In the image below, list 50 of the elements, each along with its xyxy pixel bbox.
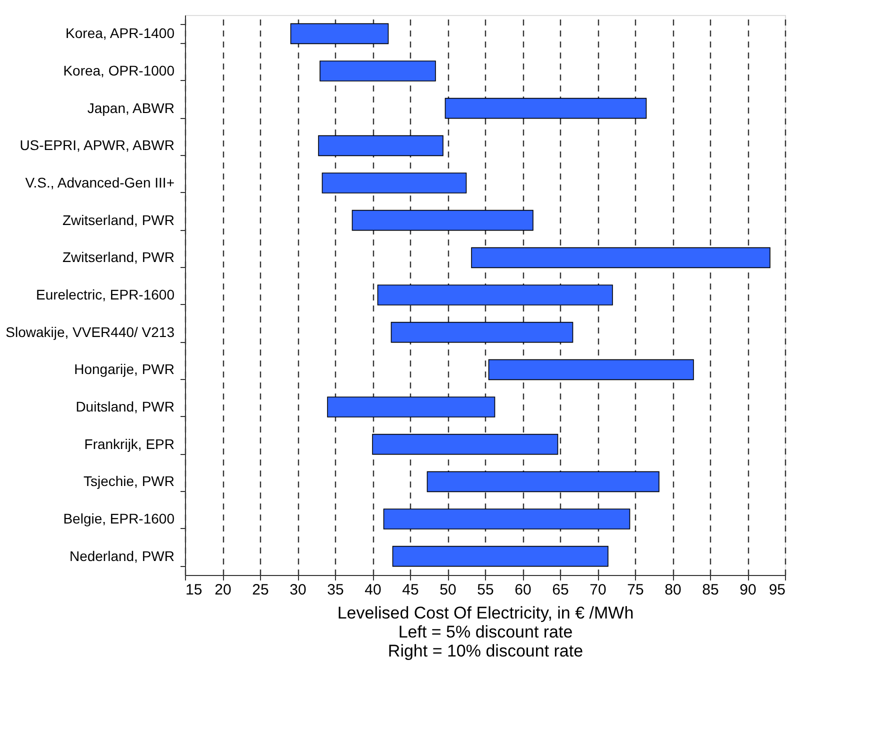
x-tick-label: 65 <box>552 582 569 598</box>
y-tick-label: Slowakije, VVER440/ V213 <box>6 324 175 340</box>
x-tick-label: 55 <box>477 582 494 598</box>
bar <box>488 359 694 380</box>
bar <box>392 546 608 567</box>
x-tick-label: 25 <box>252 582 269 598</box>
y-tick-label: Korea, APR-1400 <box>66 25 175 42</box>
x-tick-label: 30 <box>290 582 306 598</box>
y-tick-label: Eurelectric, EPR-1600 <box>36 286 175 302</box>
x-tick-label: 70 <box>590 582 606 598</box>
y-tick-label: Tsjechie, PWR <box>83 473 174 490</box>
bar <box>372 434 558 455</box>
bar <box>320 60 436 82</box>
bar <box>290 23 389 44</box>
bar <box>352 210 534 231</box>
bar <box>444 98 647 119</box>
x-tick-label: 95 <box>768 582 786 598</box>
x-tick-label: 80 <box>664 582 682 598</box>
x-axis-title: Levelised Cost Of Electricity, in € /MWh <box>337 604 634 622</box>
y-tick-label: Korea, OPR-1000 <box>63 62 175 78</box>
x-tick-label: 20 <box>214 582 232 598</box>
bar <box>322 172 467 194</box>
y-tick-label: Zwitserland, PWR <box>62 249 174 266</box>
x-tick-label: 15 <box>186 582 202 598</box>
y-tick-label: US-EPRI, APWR, ABWR <box>20 137 174 154</box>
bar <box>383 508 630 530</box>
x-tick-label: 50 <box>440 582 456 598</box>
x-tick-label: 90 <box>740 582 756 598</box>
x-tick-label: 40 <box>364 582 382 598</box>
text: Right = 10% discount rate <box>388 642 584 660</box>
y-tick-label: V.S., Advanced-Gen III+ <box>25 174 174 190</box>
y-tick-label: Japan, ABWR <box>87 100 174 116</box>
x-tick-label: 75 <box>627 582 644 598</box>
y-tick-label: Zwitserland, PWR <box>62 212 174 228</box>
bar <box>377 284 613 306</box>
bar <box>390 322 574 343</box>
bar <box>426 471 660 492</box>
x-tick-label: 85 <box>702 582 719 598</box>
y-tick-label: Nederland, PWR <box>69 548 174 564</box>
y-tick-label: Duitsland, PWR <box>76 398 174 414</box>
x-tick-label: 35 <box>327 582 344 598</box>
x-tick-label: 45 <box>402 582 419 598</box>
bar <box>318 135 444 156</box>
text: Left = 5% discount rate <box>398 622 573 642</box>
y-tick-label: Belgie, EPR-1600 <box>63 510 175 526</box>
y-tick-label: Frankrijk, EPR <box>84 436 174 452</box>
bar <box>471 247 770 268</box>
y-tick-label: Hongarije, PWR <box>74 361 174 378</box>
bar <box>327 396 496 418</box>
x-tick-label: 60 <box>514 582 532 598</box>
